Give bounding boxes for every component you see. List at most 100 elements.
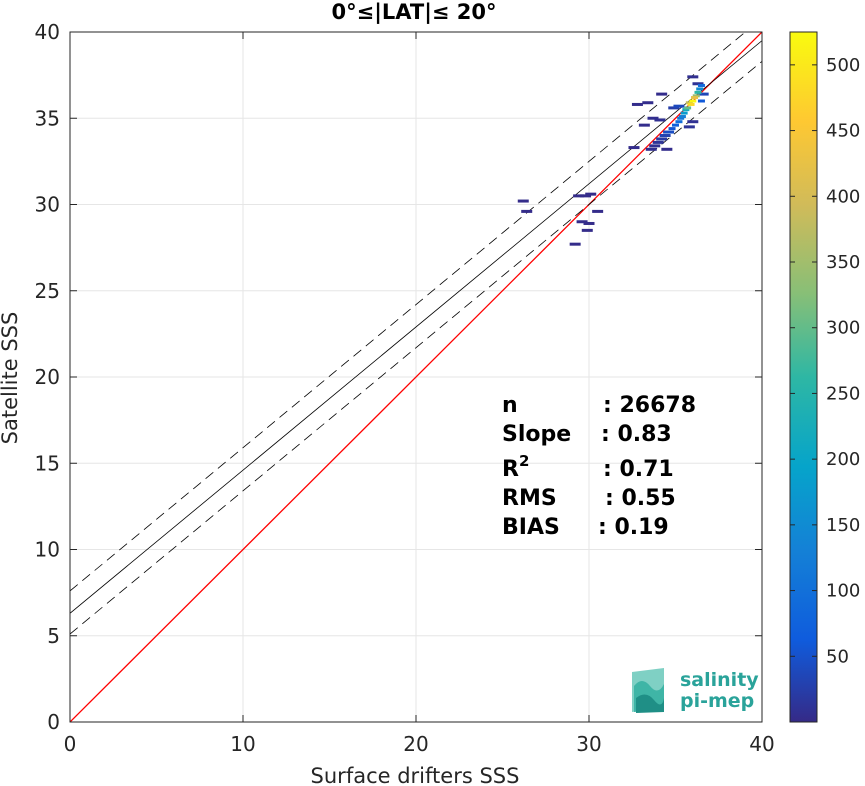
density-point xyxy=(661,147,673,151)
density-point xyxy=(569,242,581,246)
density-point xyxy=(580,194,592,198)
density-point xyxy=(673,104,685,108)
line-fit xyxy=(70,32,746,592)
colorbar-tick-label: 350 xyxy=(826,252,860,273)
stats-box: n : 26678 Slope : 0.83 R2 : 0.71 RMS : 0… xyxy=(502,393,696,540)
stat-n-label: n xyxy=(502,393,518,418)
density-point xyxy=(576,220,588,224)
line-1-1 xyxy=(70,32,762,722)
stat-bias-value: : 0.19 xyxy=(598,515,669,540)
density-point xyxy=(573,194,585,198)
density-point xyxy=(680,111,688,115)
colorbar-tick-label: 50 xyxy=(826,646,849,667)
density-point xyxy=(687,102,695,106)
density-point xyxy=(517,199,529,203)
y-tick-label: 15 xyxy=(35,451,60,475)
density-point xyxy=(692,94,700,98)
y-tick-label: 10 xyxy=(35,538,60,562)
density-point xyxy=(656,137,668,141)
colorbar-tick-label: 500 xyxy=(826,55,860,76)
x-axis-label: Surface drifters SSS xyxy=(311,764,520,786)
density-point xyxy=(694,90,702,94)
density-point xyxy=(592,209,604,213)
density-point xyxy=(652,140,664,144)
density-point xyxy=(678,115,686,119)
density-point xyxy=(647,116,659,120)
x-tick-label: 0 xyxy=(64,732,77,756)
axis-ticks: 0 10 20 30 40 0 5 10 15 20 25 30 35 40 xyxy=(35,20,775,756)
colorbar-tick-label: 400 xyxy=(826,186,860,207)
density-point xyxy=(692,82,704,86)
density-point xyxy=(696,87,704,91)
regression-lines xyxy=(70,32,762,722)
y-tick-label: 35 xyxy=(35,106,60,130)
density-point xyxy=(687,120,699,124)
density-point xyxy=(675,120,683,124)
x-tick-label: 30 xyxy=(576,732,601,756)
logo-line2: pi-mep xyxy=(680,690,754,712)
density-points xyxy=(517,75,709,246)
chart-title: 0°≤|LAT|≤ 20° xyxy=(331,0,496,25)
colorbar-ticks: 50 100 150 200 250 300 350 400 450 500 xyxy=(790,55,860,667)
stat-bias-label: BIAS xyxy=(502,515,560,540)
density-point xyxy=(656,92,668,96)
x-tick-label: 40 xyxy=(749,732,774,756)
density-point xyxy=(682,108,690,112)
density-point xyxy=(645,147,657,151)
density-point xyxy=(649,144,661,148)
density-point xyxy=(668,127,676,131)
density-point xyxy=(687,75,699,79)
y-tick-label: 40 xyxy=(35,20,60,44)
density-point xyxy=(677,116,685,120)
density-point xyxy=(659,134,671,137)
colorbar-frame xyxy=(789,31,818,723)
density-point xyxy=(521,209,533,213)
density-point xyxy=(697,83,705,87)
x-tick-label: 20 xyxy=(403,732,428,756)
density-point xyxy=(585,192,597,196)
density-point xyxy=(689,99,697,103)
logo-wave-front xyxy=(636,694,664,713)
colorbar-tick-label: 300 xyxy=(826,318,860,339)
line-fit xyxy=(70,61,762,635)
density-point xyxy=(654,118,666,122)
density-point xyxy=(628,146,640,150)
density-point xyxy=(631,102,643,106)
colorbar-tick-label: 250 xyxy=(826,383,860,404)
colorbar-tick-label: 150 xyxy=(826,515,860,536)
density-point xyxy=(697,99,705,103)
y-tick-label: 0 xyxy=(47,710,60,734)
density-point xyxy=(642,101,654,105)
logo-line1: salinity xyxy=(680,669,759,691)
density-point xyxy=(697,92,709,96)
stat-n-value: : 26678 xyxy=(603,393,696,418)
y-axis-label: Satellite SSS xyxy=(0,312,22,445)
y-tick-label: 30 xyxy=(35,193,60,217)
stat-slope-value: : 0.83 xyxy=(601,422,672,447)
density-point xyxy=(583,221,595,225)
stat-rms-label: RMS xyxy=(502,486,557,511)
density-point xyxy=(638,123,650,127)
x-tick-label: 10 xyxy=(230,732,255,756)
stat-slope-label: Slope xyxy=(502,422,571,447)
density-point xyxy=(672,123,679,127)
density-point xyxy=(684,106,692,110)
density-point xyxy=(691,96,699,100)
stat-rms-value: : 0.55 xyxy=(605,486,676,511)
colorbar-tick-label: 100 xyxy=(826,581,860,602)
salinity-pimep-logo: salinity pi-mep xyxy=(632,668,759,713)
density-point xyxy=(663,130,675,134)
colorbar-tick-label: 450 xyxy=(826,121,860,142)
density-point xyxy=(581,228,593,232)
stat-r2-value: : 0.71 xyxy=(603,457,674,482)
colorbar xyxy=(790,32,817,722)
density-point xyxy=(668,106,680,110)
line-fit xyxy=(70,40,762,614)
y-tick-label: 5 xyxy=(47,624,60,648)
y-tick-label: 25 xyxy=(35,279,60,303)
density-point xyxy=(685,101,693,105)
y-tick-label: 20 xyxy=(35,365,60,389)
density-point xyxy=(683,125,695,129)
colorbar-tick-label: 200 xyxy=(826,449,860,470)
